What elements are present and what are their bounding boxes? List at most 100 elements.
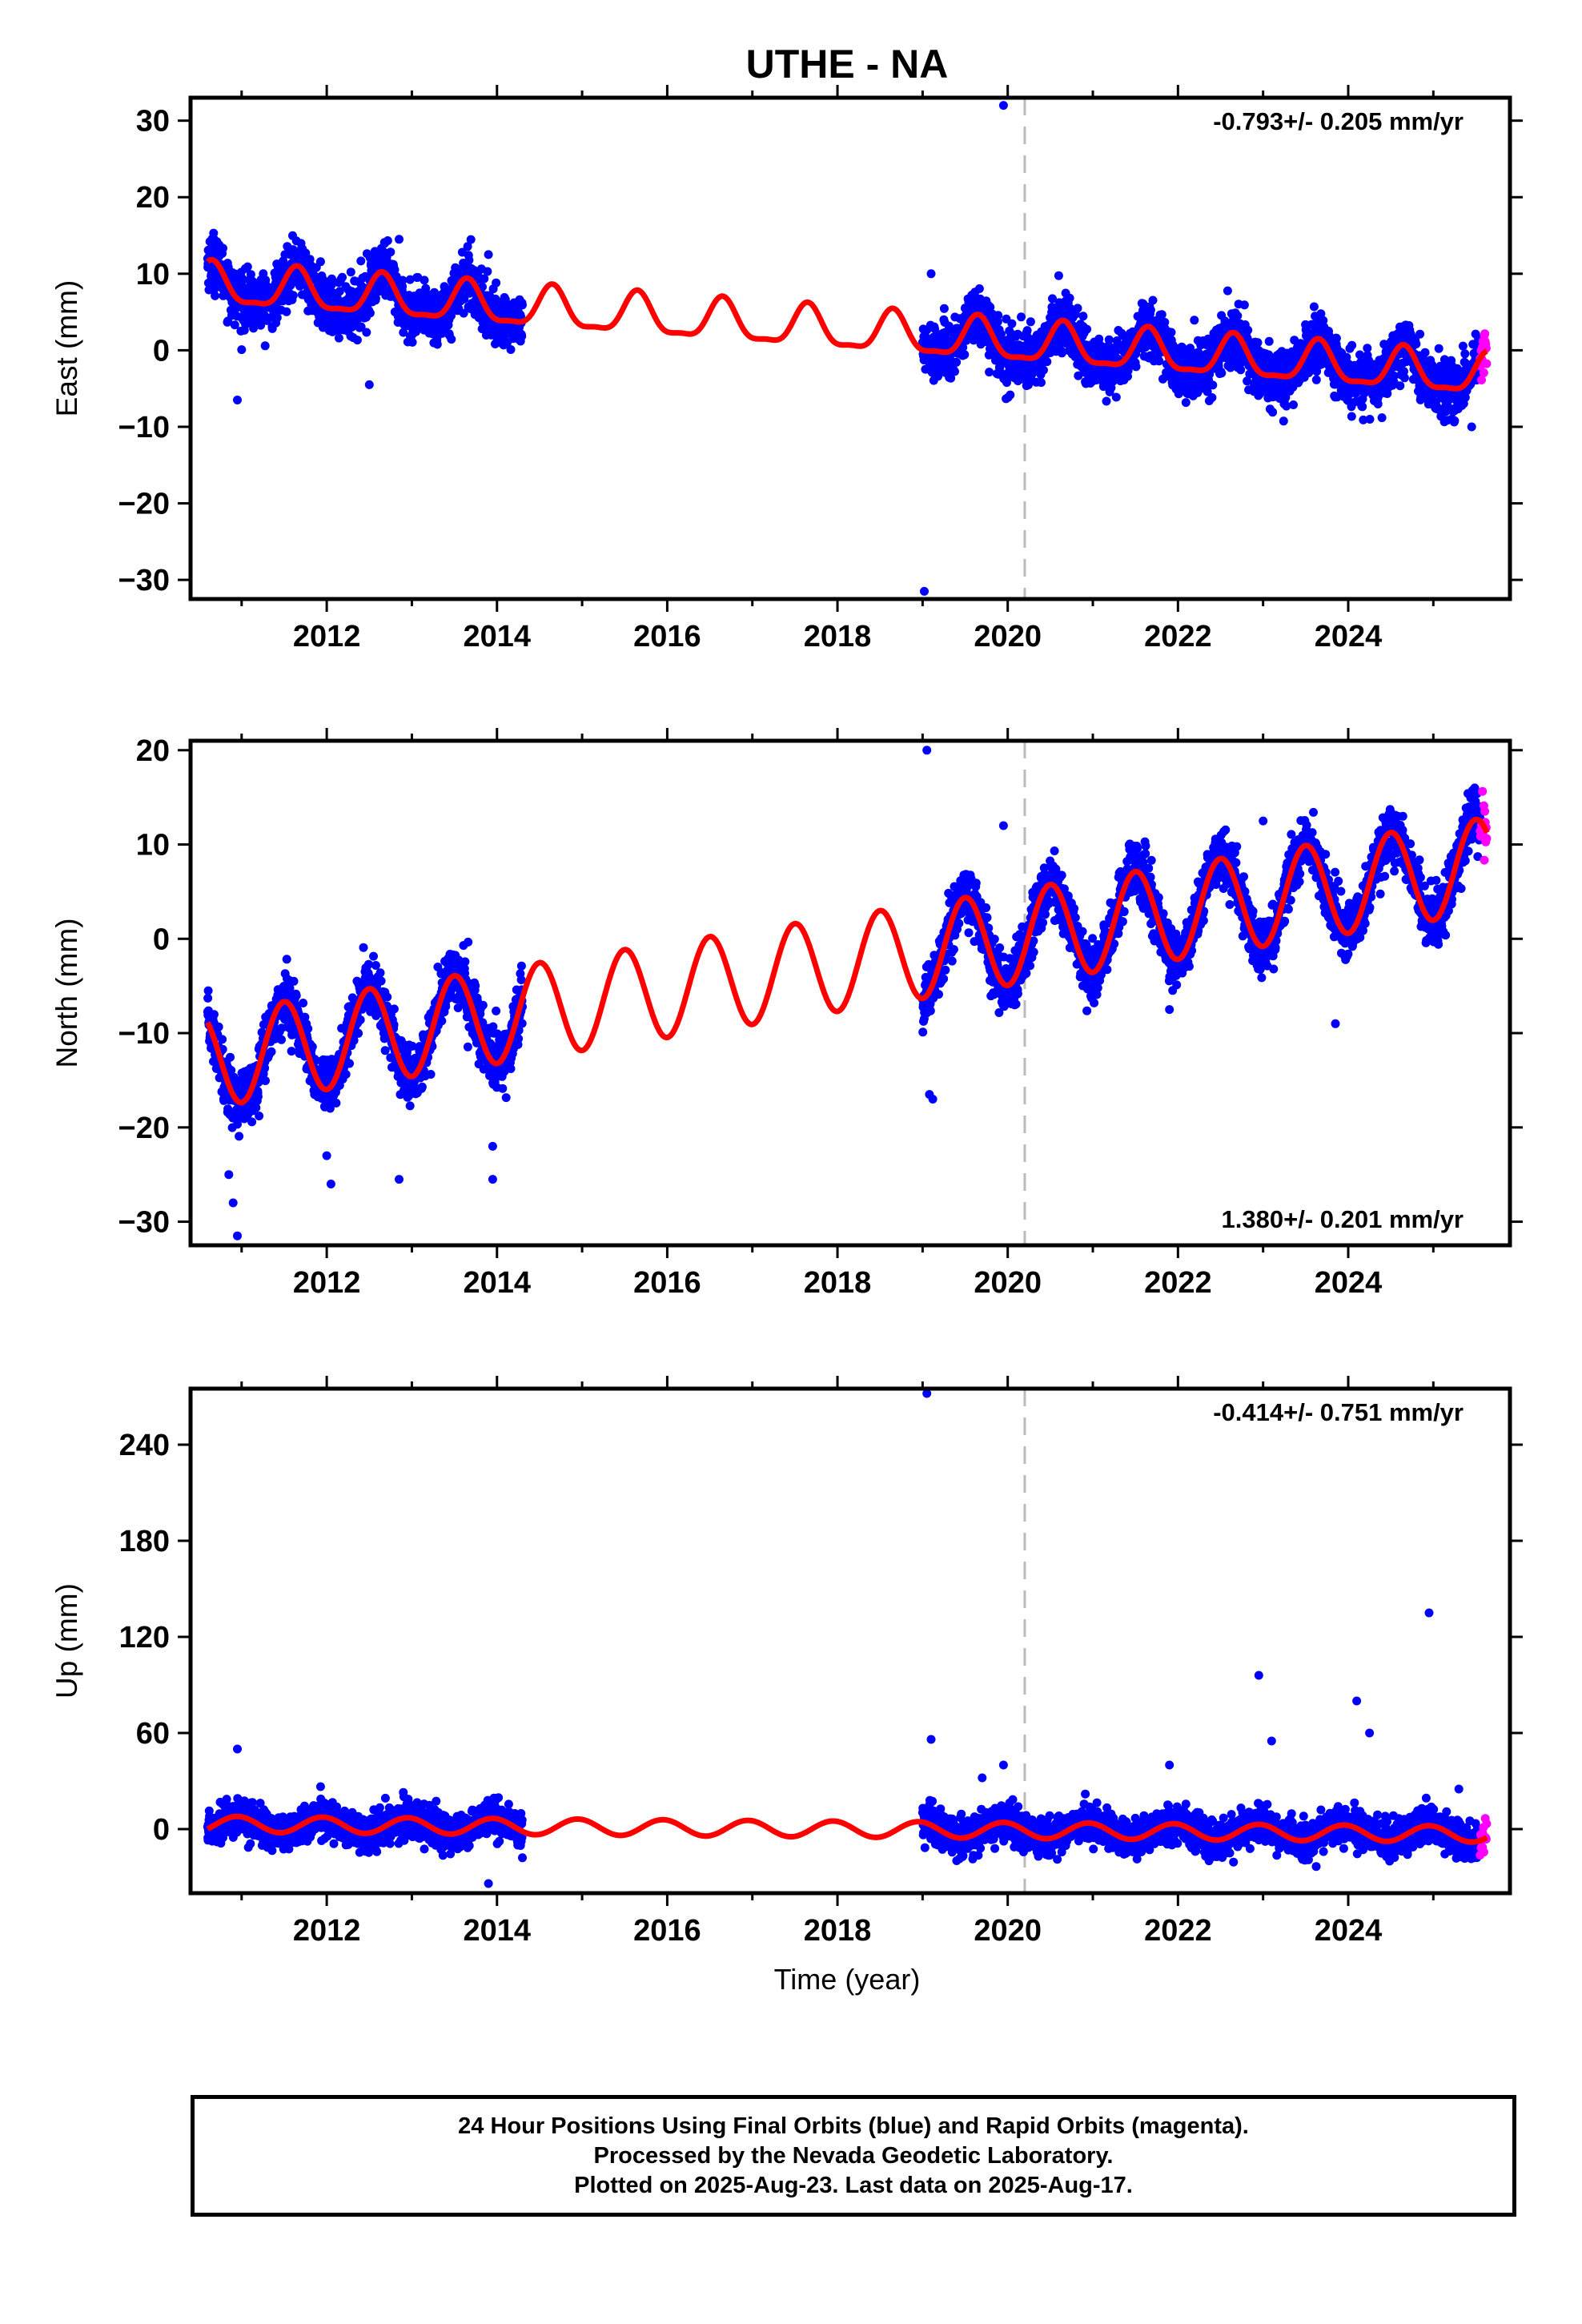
plot-area-east — [203, 98, 1492, 599]
final-orbit-point — [1026, 317, 1035, 327]
final-orbit-point — [1048, 294, 1057, 304]
rate-label-east: -0.793+/- 0.205 mm/yr — [1213, 107, 1464, 135]
final-orbit-point — [233, 1120, 242, 1129]
final-orbit-point — [460, 294, 469, 304]
final-orbit-point — [1415, 329, 1425, 339]
final-orbit-point — [371, 294, 380, 304]
x-tick-label: 2018 — [804, 620, 872, 653]
y-tick-label: 10 — [136, 258, 170, 292]
outlier-point — [1467, 422, 1476, 432]
final-orbit-point — [1207, 393, 1217, 402]
final-orbit-point — [1319, 316, 1328, 325]
final-orbit-point — [1205, 369, 1215, 379]
final-orbit-point — [346, 267, 355, 277]
final-orbit-point — [1434, 344, 1443, 353]
final-orbit-point — [464, 255, 474, 265]
final-orbit-point — [1373, 400, 1383, 408]
rapid-orbit-point — [1479, 368, 1488, 377]
final-orbit-point — [939, 304, 949, 313]
final-orbit-point — [506, 345, 516, 354]
final-orbit-point — [437, 1016, 447, 1026]
final-orbit-point — [260, 341, 270, 351]
final-orbit-point — [1268, 408, 1278, 417]
final-orbit-point — [345, 1059, 354, 1068]
final-orbit-point — [389, 1004, 399, 1014]
final-orbit-point — [267, 1047, 276, 1056]
final-orbit-point — [952, 357, 962, 367]
final-orbit-point — [1104, 335, 1114, 344]
final-orbit-point — [447, 335, 456, 344]
final-orbit-point — [211, 291, 220, 300]
final-orbit-point — [1154, 356, 1164, 366]
final-orbit-point — [1365, 415, 1375, 424]
final-orbit-point — [1208, 380, 1218, 390]
final-orbit-point — [1007, 319, 1017, 328]
final-orbit-point — [463, 242, 472, 251]
final-orbit-point — [282, 955, 291, 964]
final-orbit-point — [1203, 387, 1212, 396]
final-orbit-point — [1264, 336, 1274, 346]
final-orbit-point — [365, 308, 375, 318]
final-orbit-point — [261, 275, 271, 285]
final-orbit-point — [287, 1047, 296, 1056]
final-orbit-point — [1178, 343, 1187, 352]
final-orbit-point — [376, 976, 386, 986]
outlier-point — [1233, 311, 1243, 320]
final-orbit-point — [1236, 365, 1246, 375]
final-orbit-point — [1042, 357, 1052, 367]
final-orbit-point — [1223, 286, 1232, 296]
final-orbit-point — [289, 976, 299, 986]
outlier-point — [395, 235, 404, 244]
final-orbit-point — [1331, 333, 1341, 343]
final-orbit-point — [355, 1015, 365, 1024]
final-orbit-point — [985, 368, 994, 377]
final-orbit-point — [1057, 348, 1066, 358]
x-tick-label: 2022 — [1144, 620, 1212, 653]
final-orbit-point — [1190, 316, 1199, 325]
final-orbit-point — [1073, 304, 1082, 313]
final-orbit-point — [1399, 373, 1409, 383]
final-orbit-point — [483, 267, 492, 276]
final-orbit-point — [1411, 340, 1421, 348]
final-orbit-point — [421, 283, 431, 293]
final-orbit-point — [398, 275, 408, 285]
final-orbit-point — [1181, 398, 1191, 408]
final-orbit-point — [1460, 349, 1470, 359]
x-tick-label: 2016 — [633, 620, 701, 653]
final-orbit-point — [237, 345, 247, 355]
final-orbit-point — [432, 340, 442, 349]
final-orbit-point — [471, 981, 480, 991]
final-orbit-point — [356, 256, 366, 266]
final-orbit-point — [238, 274, 247, 283]
final-orbit-point — [209, 1010, 219, 1019]
final-orbit-point — [371, 961, 380, 970]
final-orbit-point — [1017, 312, 1026, 322]
final-orbit-point — [362, 328, 371, 337]
panel-north: 2012 2014 2016 2018 2020 2022 2024−30−20−10010… — [50, 728, 1523, 1300]
final-orbit-point — [1082, 324, 1092, 334]
final-orbit-point — [218, 1035, 227, 1044]
final-orbit-points-east — [203, 101, 1485, 596]
final-orbit-point — [1289, 400, 1298, 409]
x-tick-label: 2012 — [293, 620, 361, 653]
final-orbit-points-north — [203, 746, 1485, 1240]
final-orbit-point — [1146, 305, 1155, 315]
final-orbit-point — [1039, 365, 1048, 375]
final-orbit-point — [1282, 401, 1291, 411]
final-orbit-point — [272, 313, 282, 323]
final-orbit-point — [492, 278, 501, 287]
final-orbit-point — [480, 274, 489, 283]
final-orbit-point — [426, 1070, 436, 1079]
final-orbit-point — [430, 287, 439, 297]
final-orbit-point — [1450, 416, 1460, 425]
final-orbit-point — [1311, 375, 1321, 384]
y-axis-label-east: East (mm) — [50, 280, 83, 417]
final-orbit-point — [408, 337, 417, 347]
final-orbit-point — [299, 999, 308, 1007]
final-orbit-point — [950, 367, 959, 376]
plot-area-north — [203, 741, 1492, 1245]
y-tick-label: −30 — [118, 564, 170, 597]
final-orbit-point — [334, 333, 343, 343]
final-orbit-point — [1166, 328, 1176, 337]
final-orbit-point — [1239, 300, 1249, 310]
